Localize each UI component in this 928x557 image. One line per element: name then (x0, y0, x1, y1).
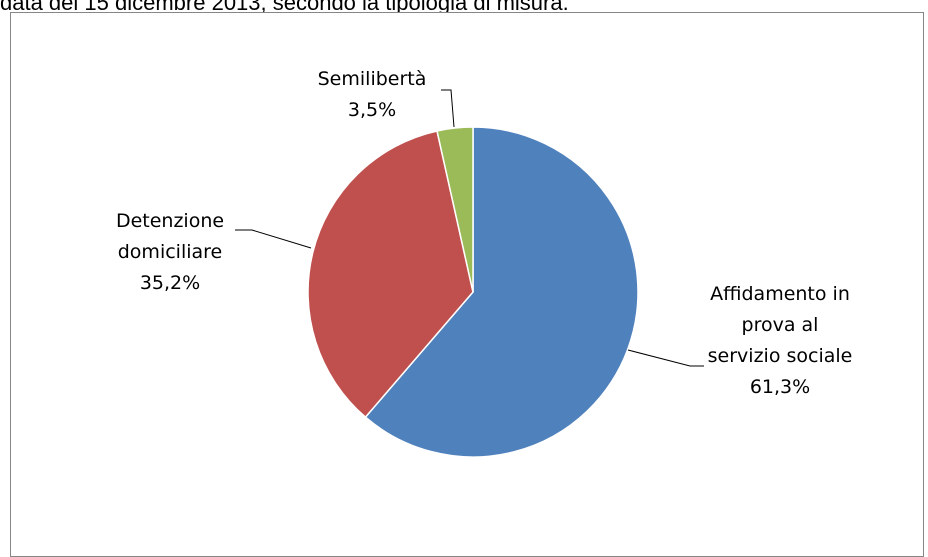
leader-line-2 (235, 229, 312, 249)
data-label-name-1: servizio sociale (708, 345, 853, 367)
pie-slice-3 (436, 126, 474, 293)
data-label-name-2: domiciliare (118, 241, 222, 263)
data-labels: Affidamento in prova al servizio sociale 61… (116, 68, 852, 398)
data-label-name-3: Semilibertà (318, 68, 427, 90)
leader-line-3 (441, 89, 455, 128)
data-label-name-1: prova al (742, 314, 819, 336)
pie-slice-2 (307, 130, 474, 419)
pie-slices (307, 126, 639, 458)
leader-line-1 (627, 349, 704, 367)
pie-slice-1 (364, 126, 639, 458)
data-label-value-1: 61,3% (750, 376, 810, 398)
data-label-name-1: Affidamento in (710, 283, 850, 305)
data-label-name-2: Detenzione (116, 210, 224, 232)
data-label-value-3: 3,5% (348, 99, 396, 121)
chart-caption: data del 15 dicembre 2013, secondo la ti… (0, 0, 569, 15)
data-label-value-2: 35,2% (140, 272, 200, 294)
leader-lines (235, 89, 704, 367)
